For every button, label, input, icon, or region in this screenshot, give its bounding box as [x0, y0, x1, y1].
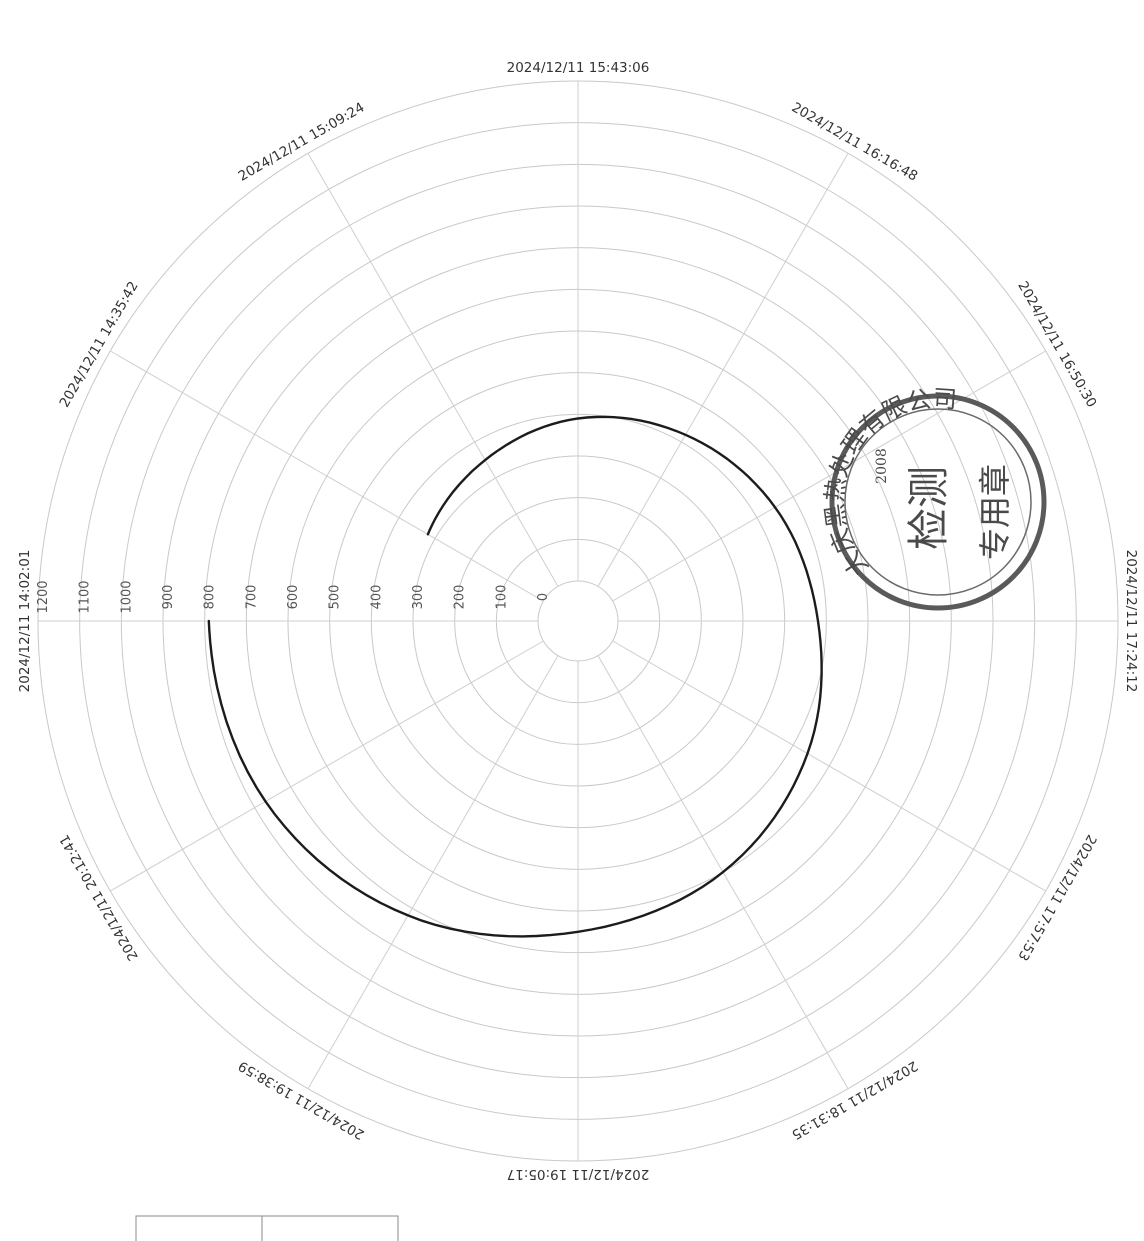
grid-spoke: [597, 153, 849, 587]
angular-tick-label: 2024/12/11 20:12:41: [56, 832, 141, 964]
angular-tick-label: 2024/12/11 17:24:12: [1123, 550, 1139, 693]
series-line: [207, 415, 823, 938]
radial-tick-label: 0: [536, 593, 551, 601]
stamp-outer-ring: [829, 393, 1047, 611]
angular-tick-label: 2024/12/11 15:09:24: [236, 99, 368, 184]
radial-tick-label: 800: [203, 585, 218, 610]
stamp-center-text: 检测: [904, 466, 953, 550]
grid-spoke: [307, 153, 559, 587]
grid-spoke: [110, 350, 544, 602]
corner-table-fragment: [135, 1215, 399, 1241]
radial-tick-label: 1000: [119, 580, 134, 613]
angular-tick-label: 2024/12/11 19:05:17: [507, 1166, 650, 1182]
radial-tick-labels: 0 100 200 300 400 500 600 700 800 900 1000 1100 1200: [36, 580, 551, 613]
radial-tick-label: 1200: [36, 580, 51, 613]
angular-tick-label: 2024/12/11 15:43:06: [507, 60, 650, 76]
radial-tick-label: 500: [328, 585, 343, 610]
radial-tick-label: 400: [369, 585, 384, 610]
radial-tick-label: 900: [161, 585, 176, 610]
angular-tick-label: 2024/12/11 17:57:53: [1014, 832, 1099, 964]
angular-tick-label: 2024/12/11 16:50:30: [1014, 279, 1099, 411]
stamp-side-text: 2008: [874, 448, 890, 484]
radial-tick-label: 300: [411, 585, 426, 610]
stamp-bottom-text: 专用章: [976, 464, 1014, 560]
angular-tick-label: 2024/12/11 14:02:01: [17, 550, 33, 693]
radial-tick-label: 600: [286, 585, 301, 610]
grid-spoke: [612, 640, 1046, 892]
grid-spoke: [110, 640, 544, 892]
polar-grid: [37, 80, 1119, 1162]
series-layer: [207, 415, 823, 938]
angular-tick-label: 2024/12/11 18:31:35: [789, 1057, 921, 1142]
angular-tick-label: 2024/12/11 16:16:48: [789, 99, 921, 184]
stamp-inner-ring: [844, 408, 1032, 596]
grid-spoke: [307, 655, 559, 1089]
angular-tick-label: 2024/12/11 19:38:59: [236, 1057, 368, 1142]
company-seal-stamp: 检测 专用章 2008 大庆黑热处理有限公司: [820, 384, 1047, 611]
grid-spoke: [612, 350, 1046, 602]
corner-table-outline: [135, 1215, 399, 1241]
radial-tick-label: 1100: [78, 580, 93, 613]
radial-tick-label: 200: [453, 585, 468, 610]
angular-tick-label: 2024/12/11 14:35:42: [56, 279, 141, 411]
radial-tick-label: 700: [244, 585, 259, 610]
radial-tick-label: 100: [494, 585, 509, 610]
